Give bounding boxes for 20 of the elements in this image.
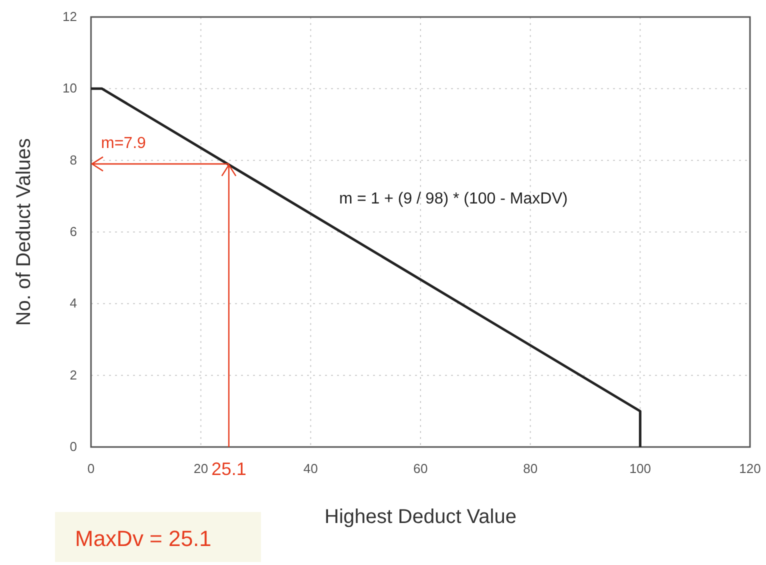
x-axis-title: Highest Deduct Value xyxy=(324,506,516,528)
y-tick-label: 4 xyxy=(70,296,77,311)
annotation: m = 1 + (9 / 98) * (100 - MaxDV) xyxy=(339,190,568,208)
text: MaxDv = 25.1 xyxy=(75,526,212,551)
y-tick-label: 0 xyxy=(70,439,77,454)
y-tick-label: 6 xyxy=(70,224,77,239)
y-tick-label: 12 xyxy=(62,9,77,24)
y-axis-title: No. of Deduct Values xyxy=(13,138,35,326)
x-tick-label: 40 xyxy=(303,461,318,476)
x-tick-label: 120 xyxy=(739,461,761,476)
x-tick-label: 80 xyxy=(523,461,538,476)
ref-line-label: 25.1 xyxy=(211,459,246,479)
x-tick-label: 100 xyxy=(629,461,652,476)
x-tick-label: 0 xyxy=(87,461,95,476)
ref-line-label: m=7.9 xyxy=(101,134,146,152)
x-tick-label: 60 xyxy=(413,461,428,476)
y-tick-label: 2 xyxy=(70,367,77,382)
x-tick-label: 20 xyxy=(194,461,208,476)
y-tick-label: 8 xyxy=(70,152,77,168)
y-tick-label: 10 xyxy=(62,80,77,96)
